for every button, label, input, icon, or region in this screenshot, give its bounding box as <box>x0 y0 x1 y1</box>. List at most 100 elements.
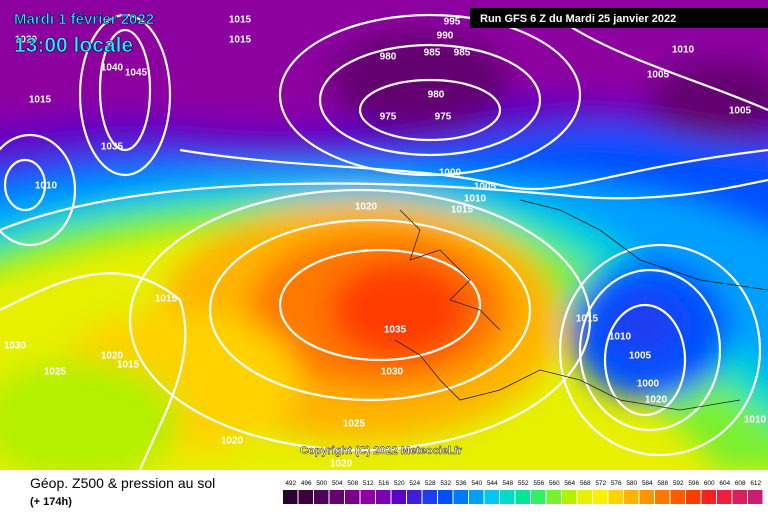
isobar-label: 1030 <box>4 341 27 352</box>
legend-swatch <box>422 490 437 504</box>
legend-label: 600 <box>704 480 715 487</box>
legend-swatch <box>329 490 344 504</box>
legend-swatch <box>701 490 716 504</box>
isobar-label: 1010 <box>35 181 58 192</box>
isobar-label: 1010 <box>672 45 695 56</box>
legend-label: 584 <box>642 480 653 487</box>
legend-label: 540 <box>471 480 482 487</box>
footer-title: Géop. Z500 & pression au sol <box>30 475 215 491</box>
legend-label: 524 <box>409 480 420 487</box>
legend-label: 556 <box>533 480 544 487</box>
legend-label: 592 <box>673 480 684 487</box>
isobar-label: 1015 <box>576 314 599 325</box>
isobar-label: 980 <box>380 52 397 63</box>
legend-label: 564 <box>564 480 575 487</box>
isobar-label: 1015 <box>29 95 52 106</box>
isobar-label: 1015 <box>451 205 474 216</box>
legend-swatch <box>484 490 499 504</box>
legend-label: 512 <box>363 480 374 487</box>
legend-label: 520 <box>394 480 405 487</box>
footer-lead: (+ 174h) <box>30 496 72 508</box>
run-box <box>470 8 768 28</box>
isobar-label: 1045 <box>125 68 148 79</box>
legend-swatch <box>515 490 530 504</box>
legend-swatch <box>298 490 313 504</box>
legend-swatch <box>593 490 608 504</box>
isobar-label: 1010 <box>744 415 767 426</box>
legend-swatch <box>314 490 329 504</box>
isobar-label: 1015 <box>229 15 252 26</box>
isobar-label: 985 <box>424 48 441 59</box>
legend-label: 604 <box>719 480 730 487</box>
legend-label: 560 <box>549 480 560 487</box>
legend-label: 508 <box>347 480 358 487</box>
isobar-label: 1005 <box>474 182 497 193</box>
legend-swatch <box>608 490 623 504</box>
isobar-label: 1040 <box>101 63 124 74</box>
isobar-label: 975 <box>380 112 397 123</box>
legend-label: 516 <box>378 480 389 487</box>
legend-label: 612 <box>750 480 761 487</box>
legend-swatch <box>748 490 763 504</box>
isobar-label: 1010 <box>464 194 487 205</box>
isobar-label: 1005 <box>729 106 752 117</box>
isobar-label: 1015 <box>117 360 140 371</box>
coastlines <box>394 199 768 411</box>
isobar-label: 1020 <box>645 395 668 406</box>
isobar-label: 1005 <box>629 351 652 362</box>
legend-swatch <box>562 490 577 504</box>
legend-label: 492 <box>285 480 296 487</box>
legend-swatch <box>531 490 546 504</box>
legend-label: 548 <box>502 480 513 487</box>
legend-label: 500 <box>316 480 327 487</box>
legend-label: 572 <box>595 480 606 487</box>
legend-label: 504 <box>332 480 343 487</box>
legend-swatch <box>376 490 391 504</box>
isobar-label: 1020 <box>330 459 353 470</box>
legend-swatch <box>732 490 747 504</box>
legend-label: 544 <box>487 480 498 487</box>
isobar-label: 985 <box>454 48 471 59</box>
isobar-label: 1025 <box>44 367 67 378</box>
legend-swatch <box>717 490 732 504</box>
isobar-label: 1015 <box>155 294 178 305</box>
legend-label: 568 <box>580 480 591 487</box>
isobar-label: 1020 <box>355 202 378 213</box>
isobar-label: 975 <box>435 112 452 123</box>
legend-swatch <box>670 490 685 504</box>
legend-swatch <box>407 490 422 504</box>
run-info: Run GFS 6 Z du Mardi 25 janvier 2022 <box>480 13 676 25</box>
legend-label: 608 <box>735 480 746 487</box>
isobar-label: 1030 <box>381 367 404 378</box>
isobar-label: 980 <box>428 90 445 101</box>
isobar-label: 1015 <box>229 35 252 46</box>
isobar-label: 1020 <box>15 35 38 46</box>
isobar-label: 995 <box>444 17 461 28</box>
isobar-label: 1010 <box>609 332 632 343</box>
legend-swatch <box>391 490 406 504</box>
legend-swatch <box>577 490 592 504</box>
legend-swatch <box>500 490 515 504</box>
legend-swatch <box>546 490 561 504</box>
z500-field <box>0 0 768 480</box>
legend-swatch <box>624 490 639 504</box>
isobar-label: 1025 <box>343 419 366 430</box>
legend-label: 536 <box>456 480 467 487</box>
forecast-date: Mardi 1 février 2022 <box>14 11 154 28</box>
isobar-label: 1035 <box>101 142 124 153</box>
legend-label: 576 <box>611 480 622 487</box>
legend-swatch <box>639 490 654 504</box>
forecast-time: 13:00 locale <box>14 34 133 57</box>
isobar-label: 1020 <box>221 436 244 447</box>
legend-label: 496 <box>301 480 312 487</box>
legend-swatch <box>283 490 298 504</box>
copyright: Copyright (C) 2022 Meteociel.fr <box>300 445 463 457</box>
legend-label: 552 <box>518 480 529 487</box>
isobar-label: 1000 <box>439 168 462 179</box>
isobar-label: 1000 <box>637 379 660 390</box>
legend-swatch <box>686 490 701 504</box>
legend-label: 588 <box>657 480 668 487</box>
legend-label: 532 <box>440 480 451 487</box>
legend-label: 596 <box>688 480 699 487</box>
